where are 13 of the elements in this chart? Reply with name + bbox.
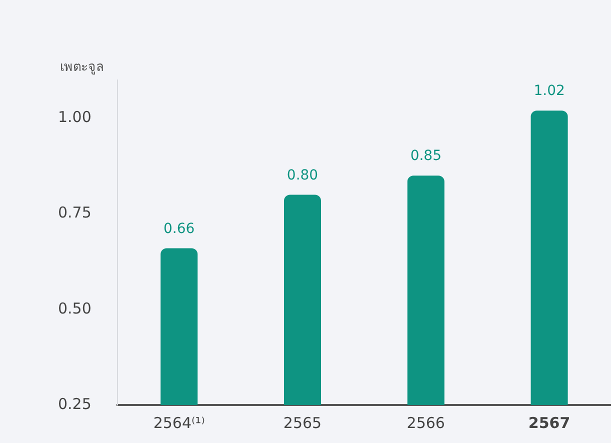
x-tick-label: 2566 [406,414,445,432]
y-tick-label: 0.75 [58,204,92,222]
y-tick-label: 0.50 [58,299,92,318]
data-label: 0.80 [286,167,318,184]
y-axis-title: เพตะจูล [60,59,104,77]
x-tick-label: 2567 [528,414,570,432]
y-tick-label: 0.25 [58,394,92,413]
y-tick-label: 1.00 [58,108,92,126]
data-label: 0.85 [410,148,442,164]
data-label: 1.02 [534,83,565,100]
data-label: 0.66 [164,220,195,237]
x-tick-label: 2565 [283,414,322,432]
x-tick-label: 2564⁽¹⁾ [153,414,205,432]
